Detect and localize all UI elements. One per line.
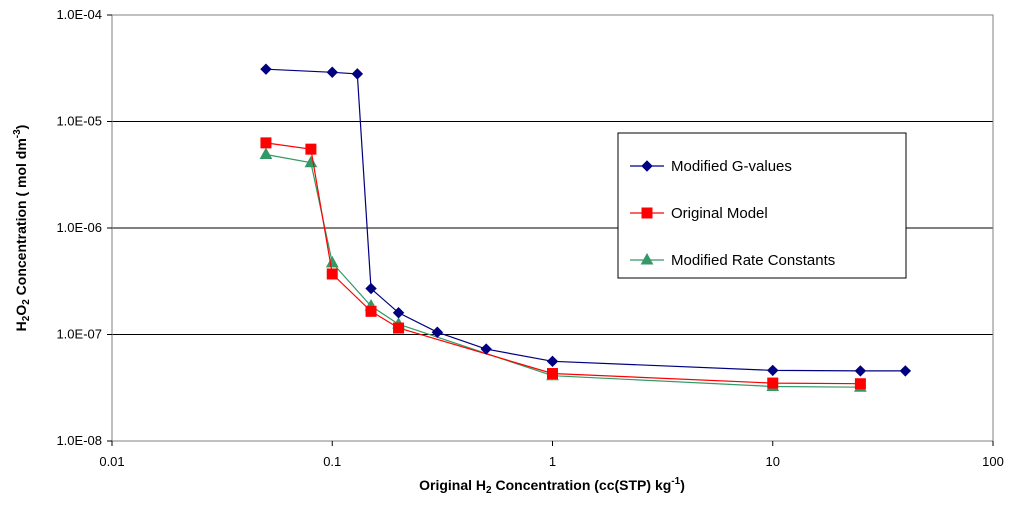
x-tick-label: 1 — [549, 454, 556, 469]
x-tick-label: 0.1 — [323, 454, 341, 469]
series-line — [265, 153, 861, 388]
data-point — [854, 365, 867, 377]
data-point — [431, 326, 444, 338]
data-point — [547, 368, 558, 380]
data-point — [351, 68, 364, 80]
data-point — [392, 307, 405, 319]
data-point — [393, 322, 405, 334]
data-point — [546, 355, 559, 368]
data-point — [259, 147, 273, 159]
legend-box — [617, 132, 907, 279]
data-point — [767, 377, 779, 389]
data-point — [260, 63, 272, 75]
y-tick-label: 1.0E-06 — [56, 220, 102, 235]
y-tick-label: 1.0E-04 — [56, 7, 102, 22]
x-tick-label: 0.01 — [99, 454, 124, 469]
y-tick-label: 1.0E-07 — [56, 327, 102, 342]
data-point — [260, 137, 272, 149]
data-point — [641, 160, 653, 172]
y-tick-label: 1.0E-08 — [56, 433, 102, 448]
x-axis-ticks: 0.01 0.1 1 10 100 — [99, 441, 1004, 469]
data-point — [767, 364, 779, 377]
data-point — [365, 305, 377, 317]
data-point — [305, 143, 317, 155]
data-point — [480, 343, 492, 355]
y-axis-title: H2O2 Concentration ( mol dm-3) — [12, 125, 32, 332]
legend: Modified G-values Original Model Modified … — [617, 132, 907, 279]
legend-label: Modified Rate Constants — [671, 252, 835, 269]
data-point — [641, 207, 653, 219]
data-point — [325, 255, 339, 268]
legend-label: Modified G-values — [671, 158, 792, 175]
data-point — [854, 378, 866, 390]
y-axis-ticks: 1.0E-08 1.0E-07 1.0E-06 1.0E-05 1.0E-04 — [56, 7, 112, 448]
data-point — [365, 282, 377, 295]
y-tick-label: 1.0E-05 — [56, 114, 102, 129]
data-point — [640, 252, 654, 265]
x-tick-label: 10 — [766, 454, 780, 469]
series-line — [265, 142, 861, 385]
legend-label: Original Model — [671, 205, 768, 222]
x-axis-title: Original H2 Concentration (cc(STP) kg-1) — [419, 476, 685, 496]
data-point — [326, 268, 338, 280]
data-point — [899, 365, 912, 377]
x-tick-label: 100 — [982, 454, 1004, 469]
data-series — [259, 63, 912, 392]
data-point — [326, 66, 338, 78]
